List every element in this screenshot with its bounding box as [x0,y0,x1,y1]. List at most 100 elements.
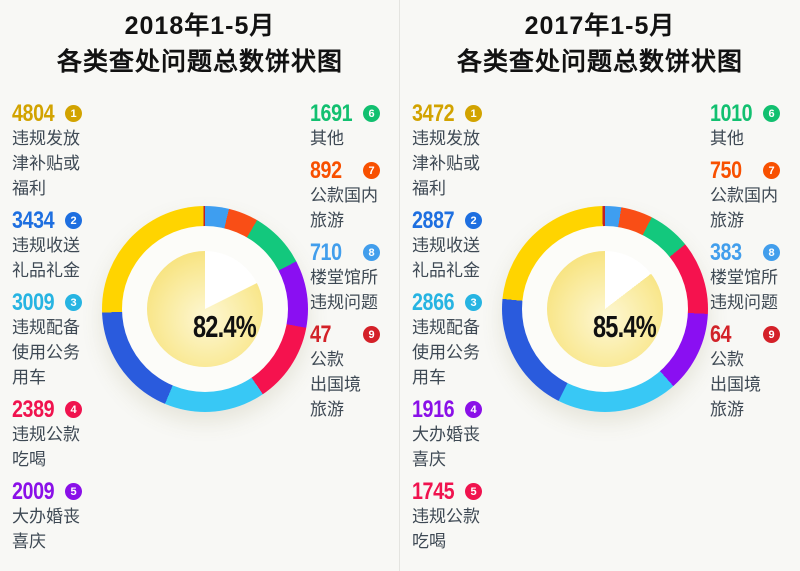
legend-item: 1916 4 大办婚丧喜庆 [412,395,504,472]
legend-label-line: 违规收送 [412,236,480,255]
legend-label-line: 使用公务 [12,343,80,362]
legend-item: 750 7 公款国内 旅游 [710,156,796,233]
legend-label-line: 公款 [710,350,744,369]
legend-label-line: 违规发放 [12,129,80,148]
legend-value-row: 47 9 [310,320,380,348]
legend-label-line: 大办婚丧 [12,507,80,526]
legend-label-line: 楼堂馆所 [710,268,778,287]
center-percent-label: 82.4% [192,309,256,344]
rank-badge: 5 [65,483,82,500]
legend-value-row: 3009 3 [12,288,82,316]
legend-label-line: 福利 [412,179,446,198]
rank-badge: 2 [65,212,82,229]
rank-badge: 7 [763,162,780,179]
legend-label-line: 出国境 [310,375,361,394]
legend-label-line: 大办婚丧 [412,425,480,444]
legend-label-line: 津补贴或 [12,154,80,173]
ring-hole: 85.4% [522,226,688,392]
legend-value: 3009 [12,288,55,316]
rank-badge: 3 [465,294,482,311]
legend-item: 3472 1 违规发放 津补贴或 福利 [412,99,504,201]
legend-label-line: 喜庆 [412,450,446,469]
rank-badge: 7 [363,162,380,179]
legend-item: 383 8 楼堂馆所违规问题 [710,238,796,315]
inner-pie: 85.4% [547,251,663,367]
legend-value-row: 1691 6 [310,99,380,127]
legend-value-row: 383 8 [710,238,780,266]
legend-item: 2866 3 违规配备使用公务用车 [412,288,504,390]
legend-label-line: 吃喝 [12,450,46,469]
rank-badge: 1 [65,105,82,122]
legend-item: 3434 2 违规收送礼品礼金 [12,207,104,283]
legend-label-line: 违规公款 [412,507,480,526]
legend-value-row: 710 8 [310,239,380,266]
rank-badge: 9 [763,326,780,343]
legend-label-line: 用车 [412,368,446,387]
legend-item: 1691 6 其他 [310,99,396,151]
center-label-wrap: 82.4% [147,251,263,367]
legend-value: 750 [710,156,742,184]
legend-value-row: 2389 4 [12,395,82,423]
legend-label-line: 违规问题 [710,293,778,312]
legend-label-line: 其他 [310,129,344,148]
legend-column-left: 3472 1 违规发放 津补贴或 福利 2887 2 违规收送 礼品礼金 2866 3 违规配备 使用公… [412,99,504,554]
rank-badge: 5 [465,483,482,500]
legend-value-row: 2887 2 [412,206,482,234]
legend-item: 1745 5 违规公款吃喝 [412,478,504,554]
legend-label-line: 违规收送 [12,236,80,255]
legend-label-line: 违规配备 [412,318,480,337]
ring-hole: 82.4% [122,226,288,392]
legend-item: 892 7 公款国内 旅游 [310,157,396,233]
rank-badge: 4 [465,401,482,418]
panel-2018: 2018年1-5月 各类查处问题总数饼状图 4804 1 违规发放 津补贴或 福利 343… [12,12,396,554]
legend-item: 47 9 公款 出国境 旅游 [310,320,396,422]
legend-value: 2887 [412,206,455,234]
legend-value: 2389 [12,395,55,423]
panel-divider [399,0,400,571]
legend-label-line: 喜庆 [12,532,46,551]
legend-label-line: 津补贴或 [412,154,480,173]
legend-value: 2009 [12,477,55,505]
rank-badge: 4 [65,401,82,418]
legend-value: 2866 [412,288,455,316]
legend-label-line: 礼品礼金 [412,261,480,280]
center-percent-label: 85.4% [592,309,656,344]
legend-value-row: 892 7 [310,157,380,184]
rank-badge: 9 [363,326,380,343]
legend-value: 383 [710,238,742,266]
legend-value-row: 4804 1 [12,100,82,127]
legend-value: 1916 [412,395,455,423]
legend-column-right: 1691 6 其他 892 7 公款国内 旅游 710 8 楼堂馆所 违规问题 47 9 公款出国境 旅游 [310,99,396,422]
legend-item: 710 8 楼堂馆所 违规问题 [310,239,396,315]
legend-item: 4804 1 违规发放津补贴或福利 [12,100,104,201]
panel-2017: 2017年1-5月 各类查处问题总数饼状图 3472 1 违规发放 津补贴或 福利 288… [400,0,800,571]
legend-value: 1010 [710,99,753,127]
legend-value: 47 [310,320,332,348]
legend-label-line: 旅游 [710,400,744,419]
legend-value: 3472 [412,99,455,127]
rank-badge: 2 [465,212,482,229]
chart-title: 2017年1-5月 各类查处问题总数饼状图 [400,8,800,80]
rank-badge: 3 [65,294,82,311]
legend-value-row: 1745 5 [412,478,482,505]
legend-item: 3009 3 违规配备 使用公务 用车 [12,288,104,390]
legend-item: 1010 6 其他 [710,99,796,151]
rank-badge: 8 [363,244,380,261]
legend-value: 1691 [310,99,353,127]
legend-label-line: 使用公务 [412,343,480,362]
legend-label-line: 公款 [310,350,344,369]
inner-pie: 82.4% [147,251,263,367]
legend-label-line: 福利 [12,179,46,198]
chart-title-line2: 各类查处问题总数饼状图 [56,48,343,76]
legend-item: 2009 5 大办婚丧喜庆 [12,477,104,554]
legend-value-row: 3434 2 [12,207,82,234]
chart-title-line2: 各类查处问题总数饼状图 [456,48,743,76]
legend-value-row: 750 7 [710,156,780,184]
legend-value-row: 64 9 [710,321,780,348]
legend-label-line: 旅游 [310,211,344,230]
legend-item: 64 9 公款 出国境 旅游 [710,321,796,422]
legend-label-line: 吃喝 [412,532,446,551]
legend-label-line: 公款国内 [710,186,778,205]
legend-label-line: 礼品礼金 [12,261,80,280]
legend-label-line: 违规公款 [12,425,80,444]
